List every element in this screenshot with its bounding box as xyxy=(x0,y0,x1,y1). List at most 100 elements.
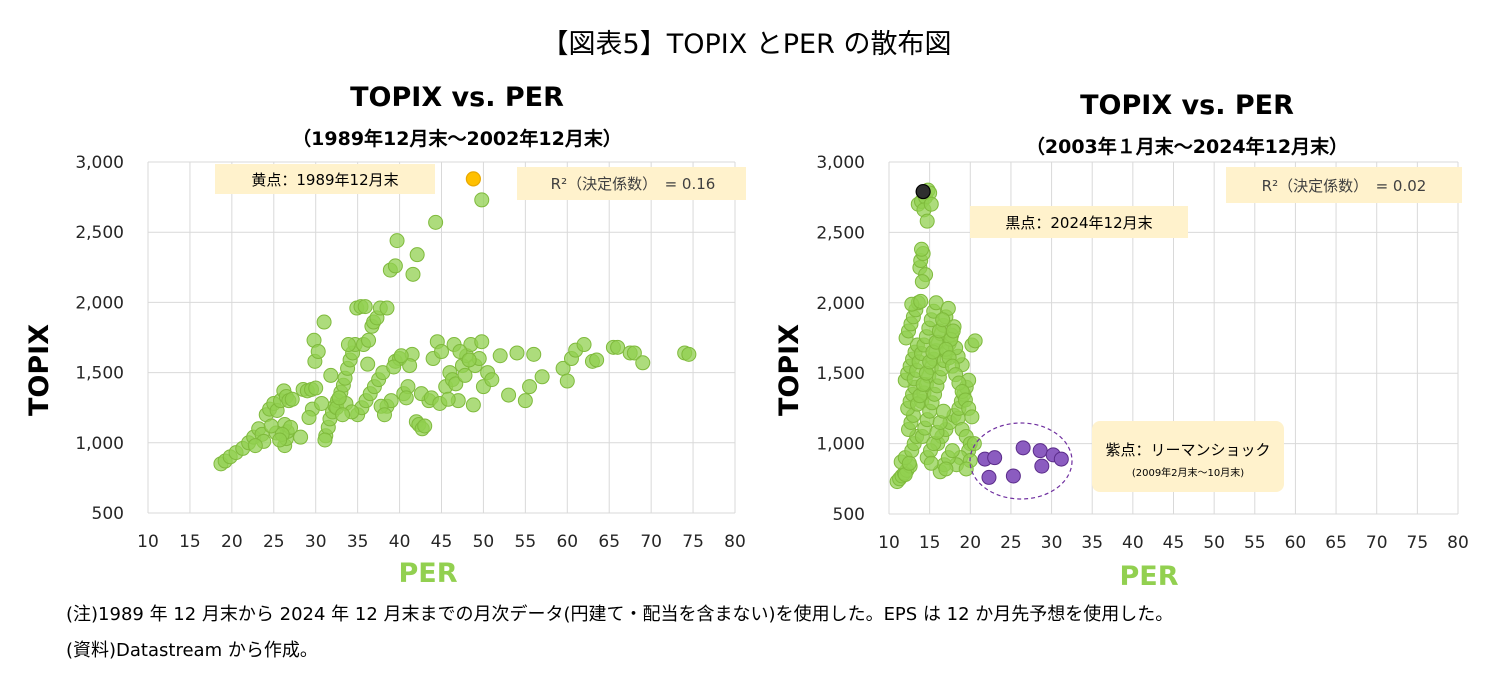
scatter-point xyxy=(461,352,477,368)
chart-2-y-axis-label: TOPIX xyxy=(774,324,805,416)
scatter-point xyxy=(681,346,697,362)
scatter-point xyxy=(509,345,525,361)
scatter-point xyxy=(314,395,330,411)
scatter-point xyxy=(389,233,405,249)
scatter-point xyxy=(335,407,351,423)
scatter-point xyxy=(402,358,418,374)
scatter-point xyxy=(517,393,533,409)
chart-2-subtitle: （2003年１月末～2024年12月末） xyxy=(1026,135,1348,158)
x-tick-label: 80 xyxy=(1447,533,1469,553)
scatter-chart-2003-2024: TOPIX vs. PER （2003年１月末～2024年12月末） 500 1,… xyxy=(746,70,1492,600)
x-tick-label: 80 xyxy=(724,532,746,552)
chart-1-gridlines xyxy=(147,161,736,514)
scatter-point xyxy=(452,344,468,360)
scatter-point xyxy=(428,214,444,230)
y-tick-label: 500 xyxy=(92,504,124,524)
scatter-point xyxy=(635,355,651,371)
scatter-point xyxy=(914,241,930,257)
chart-2-annotation-purple: 紫点：リーマンショック xyxy=(1105,441,1270,459)
y-tick-label: 3,000 xyxy=(75,153,124,173)
x-tick-label: 15 xyxy=(919,533,941,553)
chart-2-lehman-ellipse xyxy=(969,422,1073,500)
scatter-point xyxy=(610,339,626,355)
y-tick-label: 3,000 xyxy=(816,153,865,173)
y-tick-label: 2,000 xyxy=(816,294,865,314)
chart-2-annotation-r2: R²（決定係数） = 0.02 xyxy=(1262,177,1427,195)
chart-1-y-tick-labels: 500 1,000 1,500 2,000 2,500 3,000 xyxy=(75,153,124,524)
chart-1-points xyxy=(213,192,697,472)
chart-2-purple-points xyxy=(977,440,1069,485)
scatter-point xyxy=(434,344,449,360)
chart-2-y-tick-labels: 500 1,000 1,500 2,000 2,500 3,000 xyxy=(816,153,865,525)
chart-1-subtitle: （1989年12月末～2002年12月末） xyxy=(292,127,622,150)
chart-2-title: TOPIX vs. PER xyxy=(1080,90,1294,121)
chart-1-y-axis-label: TOPIX xyxy=(24,324,55,416)
scatter-point xyxy=(945,323,961,339)
scatter-point xyxy=(357,299,373,315)
x-tick-label: 70 xyxy=(640,532,662,552)
highlight-point xyxy=(915,183,931,200)
scatter-point xyxy=(316,314,332,330)
chart-1-svg: TOPIX vs. PER （1989年12月末～2002年12月末） 500 1… xyxy=(24,82,746,589)
y-tick-label: 2,500 xyxy=(816,223,865,243)
x-tick-label: 10 xyxy=(137,532,159,552)
y-tick-label: 2,000 xyxy=(75,293,124,313)
scatter-point xyxy=(301,410,317,426)
x-tick-label: 25 xyxy=(263,532,285,552)
scatter-point xyxy=(901,455,917,471)
scatter-point xyxy=(935,312,951,328)
scatter-point xyxy=(474,192,490,208)
scatter-point xyxy=(457,367,473,383)
scatter-point xyxy=(310,344,326,360)
lehman-point xyxy=(1032,443,1048,459)
page-title: 【図表5】TOPIX とPER の散布図 xyxy=(541,29,952,60)
chart-2-annotation-purple-period: (2009年2月末～10月末) xyxy=(1132,466,1244,479)
y-tick-label: 1,000 xyxy=(75,434,124,454)
chart-1-annotation-r2: R²（決定係数） = 0.16 xyxy=(551,175,716,193)
x-tick-label: 10 xyxy=(878,533,900,553)
chart-2-annotation-box-r2 xyxy=(1226,167,1462,203)
scatter-point xyxy=(484,372,500,388)
scatter-point xyxy=(379,300,395,316)
x-tick-label: 50 xyxy=(473,532,495,552)
x-tick-label: 75 xyxy=(1407,533,1429,553)
x-tick-label: 40 xyxy=(1122,533,1144,553)
chart-2-highlight-points xyxy=(915,183,931,200)
x-tick-label: 35 xyxy=(347,532,369,552)
scatter-point xyxy=(492,348,508,364)
x-tick-label: 20 xyxy=(221,532,243,552)
scatter-chart-1989-2002: TOPIX vs. PER （1989年12月末～2002年12月末） 500 1… xyxy=(0,70,746,600)
y-tick-label: 2,500 xyxy=(75,223,124,243)
lehman-point xyxy=(1053,451,1069,467)
scatter-point xyxy=(331,390,347,406)
scatter-point xyxy=(626,345,642,361)
chart-2-annotation-black: 黒点：2024年12月末 xyxy=(1005,214,1152,232)
scatter-point xyxy=(361,332,377,348)
x-tick-label: 45 xyxy=(1163,533,1185,553)
scatter-point xyxy=(263,418,279,434)
x-tick-label: 55 xyxy=(1244,533,1266,553)
chart-1-annotation-box-r2 xyxy=(517,167,746,200)
chart-1-annotation-yellow: 黄点：1989年12月末 xyxy=(251,171,398,189)
highlight-point xyxy=(465,171,481,187)
chart-1-x-tick-labels: 10 15 20 25 30 35 40 45 50 55 60 65 70 75 80 xyxy=(137,532,746,552)
x-tick-label: 35 xyxy=(1081,533,1103,553)
chart-1-annotation-box-yellow xyxy=(215,164,435,194)
scatter-point xyxy=(405,266,421,282)
lehman-point xyxy=(1015,440,1031,456)
chart-2-annotation-box-purple xyxy=(1092,421,1284,492)
x-tick-label: 25 xyxy=(1000,533,1022,553)
chart-1-highlight-points xyxy=(465,171,481,187)
chart-2-svg: TOPIX vs. PER （2003年１月末～2024年12月末） 500 1,… xyxy=(774,90,1469,592)
x-tick-label: 50 xyxy=(1203,533,1225,553)
scatter-point xyxy=(534,369,550,385)
scatter-point xyxy=(589,352,605,368)
y-tick-label: 1,000 xyxy=(816,435,865,455)
x-tick-label: 45 xyxy=(431,532,453,552)
x-tick-label: 30 xyxy=(1041,533,1063,553)
scatter-point xyxy=(576,337,592,353)
scatter-point xyxy=(293,429,309,445)
y-tick-label: 1,500 xyxy=(816,364,865,384)
scatter-point xyxy=(398,390,414,406)
scatter-point xyxy=(376,407,392,423)
